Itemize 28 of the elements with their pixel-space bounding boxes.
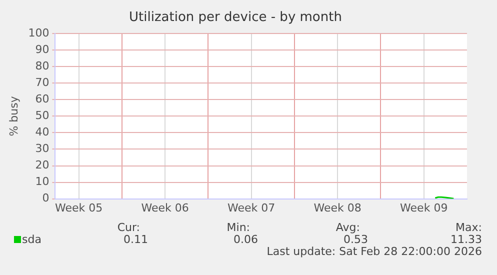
legend-label: sda <box>22 233 42 246</box>
text: Avg: <box>336 221 360 234</box>
y-tick-label: 0 <box>42 192 50 205</box>
x-tick-label: Week 08 <box>314 201 362 214</box>
y-tick-label: 10 <box>35 175 50 188</box>
text: 0.53 <box>344 233 368 246</box>
x-tick-label: Week 07 <box>228 201 276 214</box>
text: Last update: Sat Feb 28 22:00:00 2026 <box>266 245 482 258</box>
text: Min: <box>226 221 250 234</box>
y-tick-label: 20 <box>35 158 50 172</box>
text: 0.06 <box>234 233 258 246</box>
y-tick-label: 50 <box>35 109 50 122</box>
y-tick-label: 70 <box>35 76 50 90</box>
x-tick-label: Week 05 <box>54 201 103 214</box>
text: Cur: <box>117 221 140 234</box>
y-tick-label: 60 <box>35 92 50 106</box>
y-tick-label: 30 <box>35 142 50 156</box>
y-tick-label: 40 <box>35 126 50 139</box>
y-tick-label: 80 <box>35 60 50 72</box>
x-tick-label: Week 09 <box>400 201 448 214</box>
text: 0.11 <box>124 233 148 246</box>
text: 11.33 <box>450 233 482 246</box>
x-tick-label: Week 06 <box>141 201 189 214</box>
y-tick-label: 100 <box>28 26 50 40</box>
y-tick-label: 90 <box>35 42 50 56</box>
y-axis-title: % busy <box>7 96 20 136</box>
text: Max: <box>456 221 482 234</box>
chart-title: Utilization per device - by month <box>129 10 342 26</box>
